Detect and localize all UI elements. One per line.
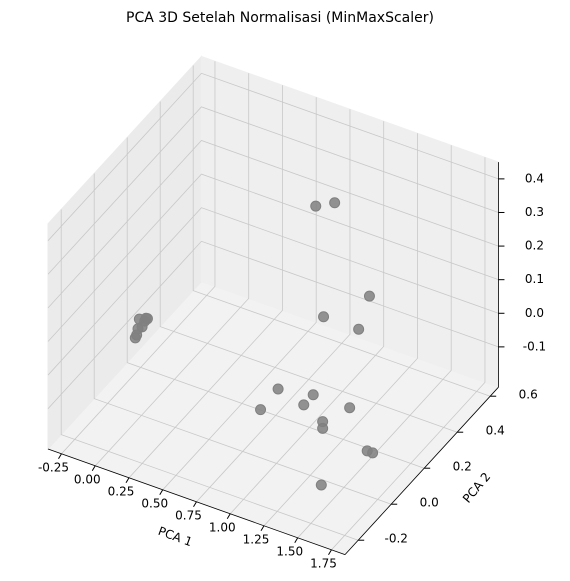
y-axis-label: PCA 2: [460, 470, 493, 506]
grid-line: [229, 121, 385, 515]
x-tick-label: 0.50: [141, 496, 168, 510]
point: [318, 311, 330, 323]
grid-line: [192, 65, 491, 397]
tick-mark: [58, 453, 62, 460]
z-tick-label: 0.3: [525, 205, 544, 219]
tick-mark: [260, 525, 265, 532]
point: [317, 422, 329, 434]
grid-line: [47, 140, 499, 309]
grid-line: [93, 173, 392, 505]
grid-line: [47, 72, 499, 241]
x-tick-label: 1.50: [276, 544, 303, 558]
y-tick-label: 0.2: [453, 460, 472, 474]
point: [307, 389, 319, 401]
x-tick-label: 0.25: [108, 484, 135, 498]
tick-mark: [226, 513, 231, 520]
grid-line: [162, 97, 317, 491]
x-axis-label: PCA 1: [156, 524, 194, 549]
x-tick-label: 0.75: [175, 508, 202, 522]
grid-line: [263, 133, 418, 527]
point: [255, 404, 267, 416]
y-tick-label: 0.0: [420, 496, 439, 510]
point: [140, 312, 152, 324]
grid-line: [47, 240, 499, 409]
point: [367, 447, 379, 459]
point: [363, 290, 375, 302]
tick-mark: [125, 477, 130, 484]
grid-line: [331, 157, 486, 551]
grid-line: [47, 173, 499, 342]
point: [353, 323, 365, 335]
y-tick-label: -0.2: [384, 532, 407, 546]
z-tick-label: 0.0: [525, 306, 544, 320]
point: [315, 479, 327, 491]
z-tick-label: -0.1: [523, 339, 546, 353]
grid-line: [61, 61, 216, 455]
x-tick-label: 0.00: [74, 472, 101, 486]
grid-line: [128, 85, 283, 479]
x-tick-label: 1.25: [243, 532, 270, 546]
grid-line: [60, 209, 359, 541]
tick-mark: [193, 501, 197, 508]
point: [298, 399, 310, 411]
y-tick-label: 0.6: [519, 388, 538, 402]
y-axis: [344, 386, 499, 555]
point: [329, 197, 341, 209]
x-tick-label: 1.00: [209, 520, 236, 534]
grid-line: [159, 101, 458, 433]
chart-title: PCA 3D Setelah Normalisasi (MinMaxScaler…: [126, 10, 434, 26]
point: [310, 200, 322, 212]
z-tick-label: 0.4: [525, 171, 544, 185]
tick-mark: [328, 549, 332, 556]
z-tick-label: 0.1: [525, 272, 544, 286]
point: [344, 402, 356, 414]
tick-mark: [91, 465, 96, 472]
x-tick-label: -0.25: [38, 460, 69, 474]
x-axis: [47, 448, 346, 555]
grid-line: [196, 109, 351, 503]
grid-line: [297, 145, 452, 539]
point: [272, 383, 284, 395]
grid-line: [47, 106, 499, 275]
x-tick-label: 1.75: [310, 556, 337, 570]
grid-line: [94, 73, 250, 467]
grid-line: [47, 207, 499, 376]
point: [131, 329, 143, 341]
y-tick-label: 0.4: [486, 424, 505, 438]
z-axis-label: PCA 3: [568, 240, 570, 275]
tick-mark: [294, 537, 299, 544]
tick-mark: [159, 489, 164, 496]
z-tick-label: 0.2: [525, 239, 544, 253]
